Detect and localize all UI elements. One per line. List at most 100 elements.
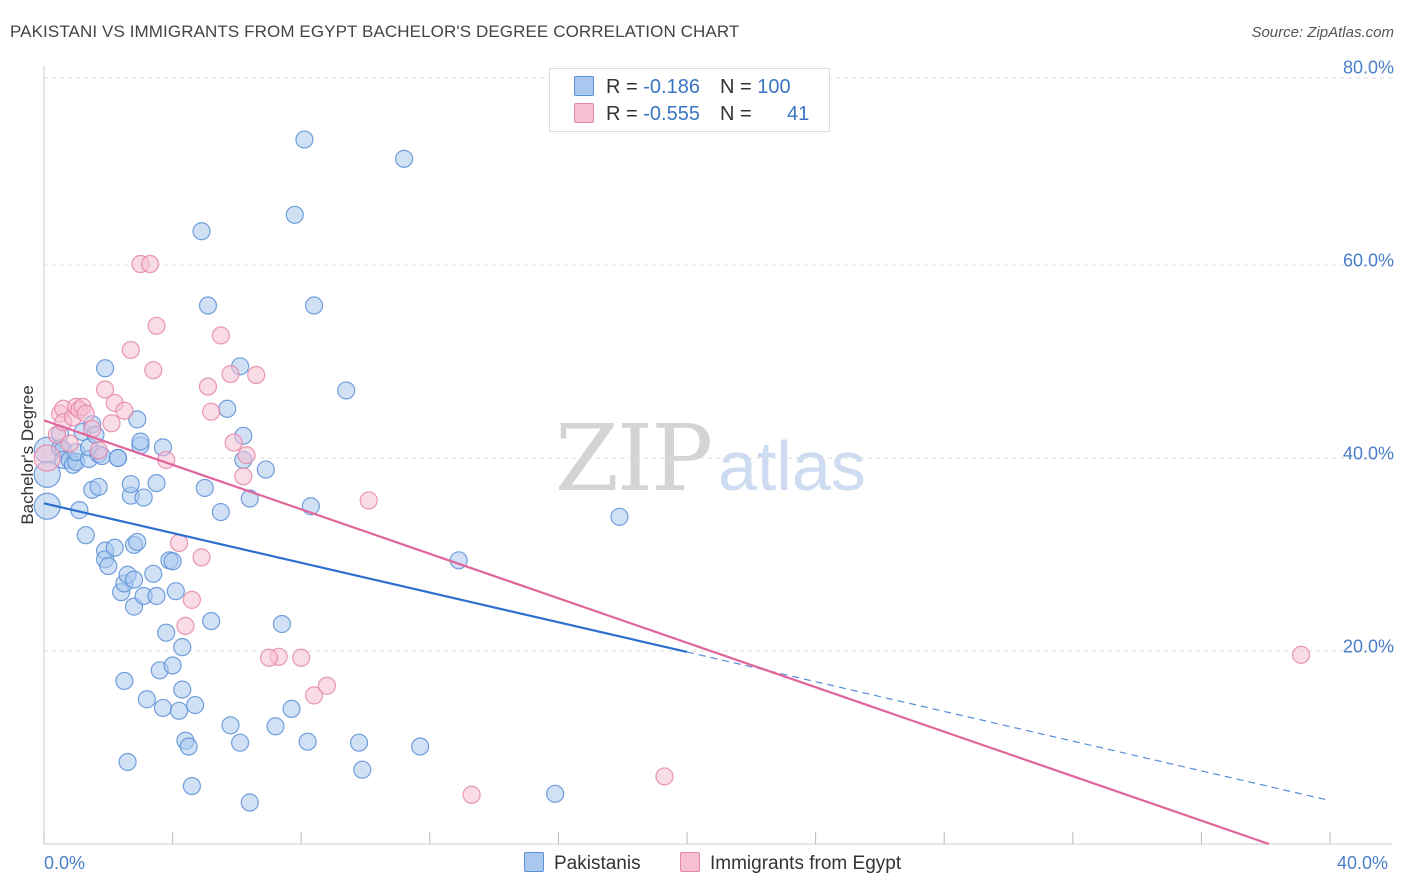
legend-n-value: 41 bbox=[786, 103, 810, 125]
egypt-point bbox=[198, 377, 218, 396]
egypt-point bbox=[259, 648, 279, 667]
legend-row-egypt: R = -0.555 N = 41 bbox=[574, 103, 809, 126]
pakistani-point bbox=[76, 526, 95, 545]
bottom-legend-label-pakistanis: Pakistanis bbox=[554, 853, 641, 874]
egypt-point bbox=[655, 767, 674, 786]
pakistani-point bbox=[240, 489, 259, 508]
pakistani-point bbox=[182, 776, 201, 796]
pakistani-point bbox=[192, 222, 211, 241]
pakistani-point bbox=[128, 532, 147, 552]
pakistani-point bbox=[105, 538, 124, 557]
pakistani-point bbox=[337, 381, 356, 400]
pakistani-point bbox=[202, 611, 221, 631]
legend-r-value: -0.186 bbox=[643, 76, 700, 98]
pakistani-point bbox=[186, 695, 205, 715]
egypt-point bbox=[234, 467, 253, 486]
pakistani-point bbox=[166, 582, 185, 601]
egypt-point bbox=[115, 401, 134, 420]
pakistani-point bbox=[198, 296, 218, 315]
egypt-point bbox=[89, 441, 108, 460]
pakistani-point bbox=[147, 586, 166, 606]
egypt-point bbox=[182, 590, 201, 609]
pakistani-point bbox=[163, 552, 182, 571]
y-tick-label: 60.0% bbox=[1342, 250, 1394, 271]
pakistani-point bbox=[108, 448, 128, 468]
legend-n-value: 100 bbox=[757, 76, 791, 98]
egypt-point bbox=[140, 254, 160, 274]
y-tick-label: 40.0% bbox=[1342, 443, 1394, 464]
pakistani-point bbox=[304, 296, 324, 315]
pakistani-point bbox=[153, 698, 173, 718]
egypt-point bbox=[144, 361, 163, 380]
x-tick-label-max: 40.0% bbox=[1337, 853, 1389, 873]
egypt-point bbox=[292, 648, 311, 667]
pakistani-point bbox=[121, 474, 140, 494]
pakistani-point bbox=[298, 732, 317, 751]
pakistani-point bbox=[134, 488, 153, 507]
egypt-point bbox=[95, 380, 115, 399]
y-tick-label: 20.0% bbox=[1342, 636, 1394, 657]
bottom-legend-pakistanis: Pakistanis bbox=[524, 852, 641, 875]
pakistani-point bbox=[99, 556, 118, 576]
source-label: Source: ZipAtlas.com bbox=[1251, 24, 1394, 41]
bottom-legend-swatch-egypt bbox=[680, 852, 700, 872]
legend-r-label: R = bbox=[606, 76, 644, 98]
pakistani-point bbox=[231, 733, 250, 752]
chart-title: PAKISTANI VS IMMIGRANTS FROM EGYPT BACHE… bbox=[10, 22, 740, 41]
correlation-legend: R = -0.186 N = 100 R = -0.555 N = 41 bbox=[549, 68, 830, 132]
egypt-point bbox=[33, 444, 61, 472]
egypt-point bbox=[192, 548, 211, 567]
legend-swatch-egypt bbox=[574, 103, 594, 123]
egypt-trend-line bbox=[43, 419, 1270, 846]
pakistani-point bbox=[546, 784, 565, 803]
egypt-point bbox=[1291, 645, 1311, 664]
pakistani-point bbox=[218, 399, 237, 418]
pakistani-point bbox=[173, 638, 192, 657]
egypt-point bbox=[60, 434, 79, 453]
pakistani-point bbox=[195, 478, 214, 498]
legend-n-label: N = bbox=[719, 76, 758, 98]
legend-swatch-pakistanis bbox=[574, 76, 594, 96]
pakistani-point bbox=[169, 701, 189, 720]
pakistani-point bbox=[147, 473, 166, 493]
egypt-point bbox=[247, 365, 266, 385]
pakistani-point bbox=[157, 623, 176, 642]
pakistani-point bbox=[285, 205, 304, 224]
pakistani-point bbox=[353, 760, 372, 779]
legend-r-label: R = bbox=[606, 103, 644, 125]
egypt-point bbox=[224, 433, 243, 452]
pakistani-point bbox=[295, 130, 314, 149]
pakistani-point bbox=[282, 699, 301, 719]
egypt-point bbox=[462, 785, 481, 804]
egypt-point bbox=[76, 404, 95, 423]
pakistani-point bbox=[411, 737, 430, 756]
pakistani-point bbox=[272, 614, 292, 634]
y-tick-label: 80.0% bbox=[1342, 57, 1394, 78]
egypt-point bbox=[359, 491, 378, 510]
pakistani-point bbox=[173, 680, 192, 699]
bottom-legend-swatch-pakistanis bbox=[524, 852, 544, 872]
pakistani-point bbox=[89, 477, 108, 497]
egypt-point bbox=[102, 414, 121, 433]
egypt-point bbox=[221, 364, 240, 384]
egypt-point bbox=[176, 616, 195, 636]
pakistani-point bbox=[124, 570, 144, 589]
pakistani-point bbox=[137, 690, 156, 709]
legend-r-value: -0.555 bbox=[643, 103, 700, 125]
pakistani-trend-line bbox=[43, 502, 688, 654]
egypt-point bbox=[147, 316, 166, 335]
bottom-legend-egypt: Immigrants from Egypt bbox=[680, 852, 901, 875]
watermark-atlas: atlas bbox=[718, 427, 866, 505]
egypt-point bbox=[304, 686, 324, 705]
pakistani-point bbox=[115, 671, 134, 691]
pakistani-point bbox=[144, 564, 163, 583]
x-tick-label-min: 0.0% bbox=[44, 853, 86, 873]
pakistani-point bbox=[349, 733, 369, 752]
egypt-point bbox=[121, 340, 140, 360]
pakistani-point bbox=[211, 502, 230, 522]
egypt-point bbox=[237, 446, 256, 465]
pakistani-point bbox=[266, 717, 285, 736]
pakistani-point bbox=[128, 410, 147, 429]
pakistani-point bbox=[221, 716, 240, 735]
